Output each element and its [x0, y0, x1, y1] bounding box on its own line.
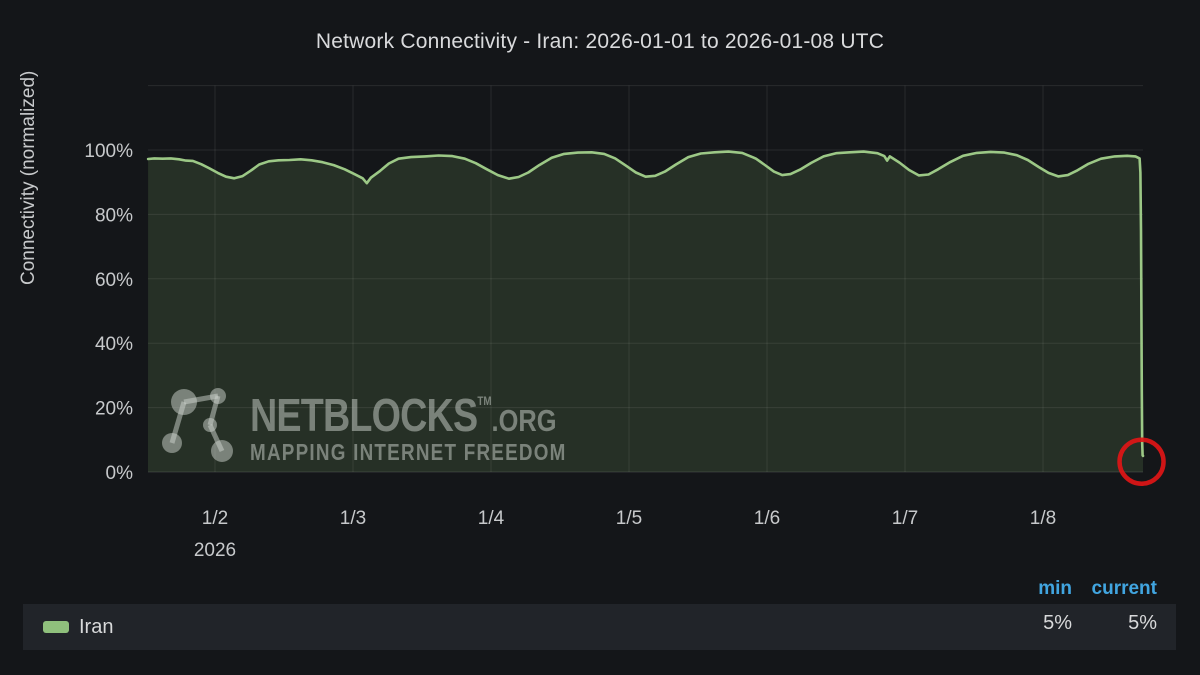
x-tick-label: 1/6 — [754, 508, 780, 529]
x-tick-label: 1/3 — [340, 508, 366, 529]
legend-series-swatch[interactable] — [43, 621, 69, 633]
x-axis-year-label: 2026 — [194, 540, 236, 561]
legend-min-value: 5% — [1043, 612, 1072, 634]
connectivity-chart[interactable]: 1/2 1/3 1/4 1/5 1/6 1/7 1/8 2026 0% 20% 40% 60% 80% 1… — [0, 0, 1200, 575]
iran-series-line — [146, 150, 1145, 458]
y-tick-label: 20% — [95, 399, 133, 420]
legend-series-label[interactable]: Iran — [79, 615, 114, 638]
legend-column-header-current[interactable]: current — [1091, 578, 1157, 599]
y-tick-label: 0% — [106, 463, 134, 484]
legend-column-header-min[interactable]: min — [1038, 578, 1072, 599]
x-tick-label: 1/5 — [616, 508, 642, 529]
outage-annotation-circle — [1117, 437, 1166, 486]
iran-series-area — [148, 151, 1143, 472]
legend-row[interactable]: Iran — [23, 604, 1176, 650]
y-tick-label: 100% — [84, 141, 133, 162]
page-title: Network Connectivity - Iran: 2026-01-01 … — [315, 30, 885, 53]
y-tick-label: 80% — [95, 205, 133, 226]
x-tick-label: 1/8 — [1030, 508, 1056, 529]
y-tick-label: 40% — [95, 334, 133, 355]
x-tick-label: 1/4 — [478, 508, 505, 529]
x-tick-label: 1/2 — [202, 508, 228, 529]
x-tick-label: 1/7 — [892, 508, 918, 529]
y-tick-label: 60% — [95, 270, 133, 291]
legend-current-value: 5% — [1128, 612, 1157, 634]
